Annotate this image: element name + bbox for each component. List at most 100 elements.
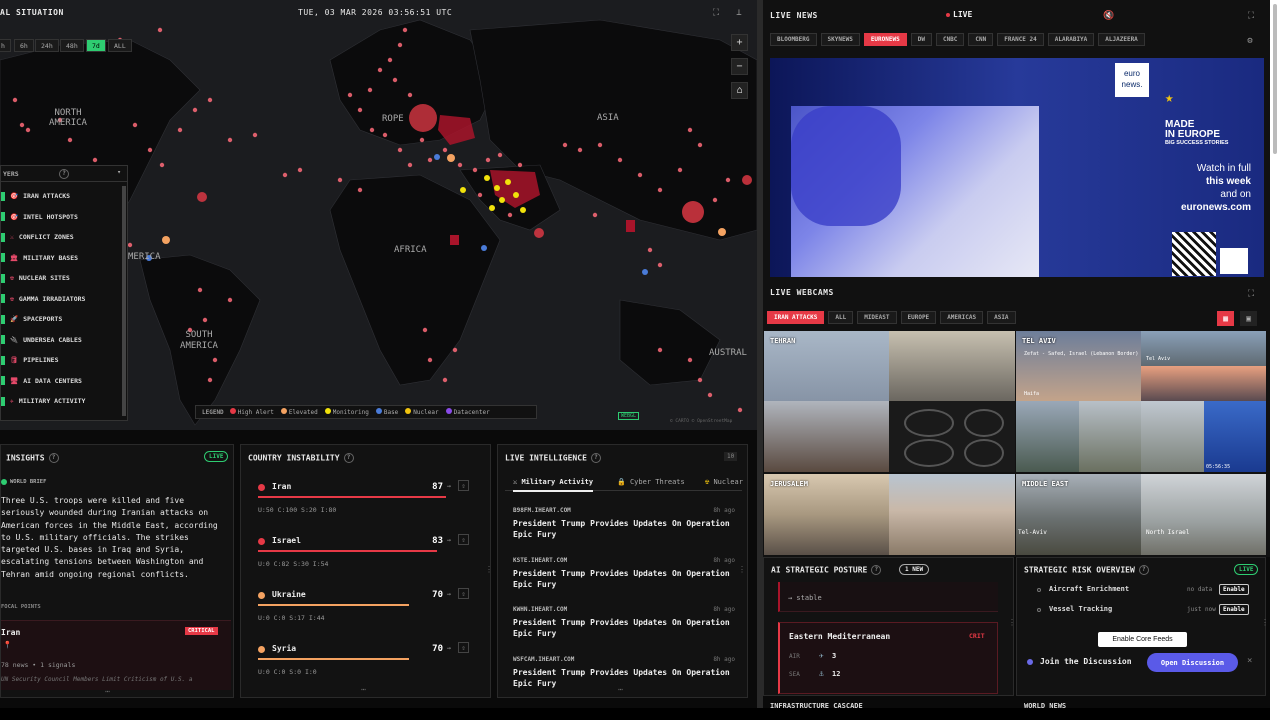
incident-marker[interactable] (357, 107, 363, 113)
help-icon[interactable]: ? (48, 453, 59, 463)
webcam-tab[interactable]: MIDEAST (857, 311, 897, 324)
incident-marker[interactable] (19, 122, 25, 128)
channel-tab[interactable]: ALARABIYA (1047, 33, 1095, 46)
checkbox-icon[interactable] (1, 212, 5, 222)
incident-marker[interactable] (92, 157, 98, 163)
fullscreen-icon[interactable]: ⛶ (712, 8, 720, 18)
webcam-tab[interactable]: EUROPE (900, 311, 937, 324)
incident-marker[interactable] (562, 142, 568, 148)
intel-headline[interactable]: President Trump Provides Updates On Oper… (513, 519, 730, 539)
posture-card-eastern-med[interactable]: Eastern Mediterranean CRIT AIR ✈ 3 SEA ⚓… (778, 622, 998, 694)
incident-marker[interactable] (577, 147, 583, 153)
channel-tab[interactable]: ALJAZEERA (1098, 33, 1145, 46)
incident-marker[interactable] (132, 122, 138, 128)
incident-marker[interactable] (227, 297, 233, 303)
collapse-icon[interactable]: ▾ (117, 168, 121, 176)
page-scrollbar-thumb[interactable] (1273, 4, 1277, 154)
layer-toggle[interactable]: 🔌 UNDERSEA CABLES (1, 330, 127, 351)
incident-marker[interactable] (357, 187, 363, 193)
webcam-tehran[interactable]: TEHRAN (764, 331, 1015, 472)
incident-marker[interactable] (657, 187, 663, 193)
incident-marker[interactable] (457, 162, 463, 168)
settings-icon[interactable]: ⚙ (1247, 35, 1253, 46)
incident-marker[interactable] (377, 67, 383, 73)
webcam-jerusalem[interactable]: JERUSALEM (764, 474, 1015, 555)
incident-marker[interactable] (427, 157, 433, 163)
webcam-tab[interactable]: ALL (828, 311, 854, 324)
incident-marker[interactable] (707, 392, 713, 398)
incident-marker[interactable] (127, 242, 133, 248)
layer-toggle[interactable]: 🎯 IRAN ATTACKS (1, 186, 127, 207)
webcam-tab[interactable]: IRAN ATTACKS (767, 311, 825, 324)
channel-tab[interactable]: DW (910, 33, 932, 46)
incident-marker[interactable] (422, 327, 428, 333)
enable-core-feeds-button[interactable]: Enable Core Feeds (1098, 632, 1187, 647)
more-icon[interactable]: ⋯ (618, 685, 623, 694)
drag-handle-icon[interactable]: ⋮ (1261, 618, 1269, 627)
incident-marker[interactable] (367, 87, 373, 93)
enable-button[interactable]: Enable (1219, 584, 1249, 595)
layer-toggle[interactable]: 🖥 AI DATA CENTERS (1, 371, 127, 392)
incident-marker[interactable] (697, 142, 703, 148)
webcam-tel-aviv[interactable]: TEL AVIV Zefat - Safed, Israel (Lebanon … (1016, 331, 1266, 472)
posture-card-prev[interactable]: → stable (778, 582, 998, 612)
help-icon[interactable]: ? (59, 169, 69, 179)
incident-marker[interactable] (657, 262, 663, 268)
single-view-icon[interactable]: ▣ (1240, 311, 1257, 326)
layer-toggle[interactable]: 🏛 MILITARY BASES (1, 248, 127, 269)
world-map[interactable]: AL SITUATION TUE, 03 MAR 2026 03:56:51 U… (0, 0, 757, 430)
incident-marker[interactable] (452, 347, 458, 353)
tab-nuclear[interactable]: ☢ Nuclear (705, 478, 743, 486)
time-filter-6h[interactable]: 6h (14, 39, 34, 52)
focal-point-card[interactable]: Iran CRITICAL 📍 78 news • 1 signals UN S… (1, 620, 231, 690)
incident-marker[interactable] (197, 287, 203, 293)
incident-marker[interactable] (25, 127, 31, 133)
incident-marker[interactable] (407, 162, 413, 168)
intel-item[interactable]: B98FM.IHEART.COM 8h ago President Trump Pr… (513, 507, 735, 540)
column-divider[interactable] (757, 0, 763, 720)
zoom-in-button[interactable]: + (731, 34, 748, 51)
share-icon[interactable]: ⇧ (458, 642, 469, 653)
country-row[interactable]: Israel 83 → ⇧ U:0 C:82 S:30 I:54 (258, 534, 473, 570)
checkbox-icon[interactable] (1, 253, 5, 263)
incident-marker[interactable] (402, 27, 408, 33)
incident-marker[interactable] (517, 162, 523, 168)
incident-marker[interactable] (592, 212, 598, 218)
incident-marker[interactable] (712, 197, 718, 203)
time-filter-24h[interactable]: 24h (35, 39, 59, 52)
channel-tab[interactable]: FRANCE 24 (997, 33, 1044, 46)
country-row[interactable]: Iran 87 → ⇧ U:50 C:100 S:20 I:80 (258, 480, 473, 516)
layer-toggle[interactable]: 🛢 PIPELINES (1, 350, 127, 371)
time-filter-48h[interactable]: 48h (60, 39, 84, 52)
intel-item[interactable]: KSTE.IHEART.COM 8h ago President Trump Pro… (513, 557, 735, 590)
share-icon[interactable]: ⇧ (458, 534, 469, 545)
layer-toggle[interactable]: 🎯 INTEL HOTSPOTS (1, 207, 127, 228)
more-icon[interactable]: ⋯ (361, 685, 366, 694)
incident-marker[interactable] (647, 247, 653, 253)
checkbox-icon[interactable] (1, 396, 5, 406)
incident-marker[interactable] (67, 137, 73, 143)
news-video[interactable]: euro news. ★ MADE IN EUROPE BIG SUCCESS ST… (770, 58, 1264, 277)
help-icon[interactable]: ? (590, 453, 601, 463)
time-filter-all[interactable]: ALL (108, 39, 132, 52)
intel-item[interactable]: WSFCAM.IHEART.COM 8h ago President Trump P… (513, 656, 735, 689)
incident-marker[interactable] (207, 97, 213, 103)
incident-marker[interactable] (147, 147, 153, 153)
incident-marker[interactable] (687, 127, 693, 133)
incident-marker[interactable] (397, 42, 403, 48)
drag-handle-icon[interactable]: ⋮ (485, 565, 493, 574)
intel-headline[interactable]: President Trump Provides Updates On Oper… (513, 618, 730, 638)
incident-marker[interactable] (397, 147, 403, 153)
incident-marker[interactable] (419, 137, 425, 143)
incident-marker[interactable] (725, 177, 731, 183)
grid-view-icon[interactable]: ▦ (1217, 311, 1234, 326)
incident-marker[interactable] (157, 27, 163, 33)
pin-icon[interactable]: ⊥ (736, 8, 742, 18)
layer-toggle[interactable]: ✈ MILITARY ACTIVITY (1, 391, 127, 412)
incident-marker[interactable] (282, 172, 288, 178)
tab-cyber-threats[interactable]: 🔒 Cyber Threats (617, 478, 685, 486)
checkbox-icon[interactable] (1, 273, 5, 283)
intel-headline[interactable]: President Trump Provides Updates On Oper… (513, 668, 730, 688)
incident-marker[interactable] (597, 142, 603, 148)
incident-marker[interactable] (427, 357, 433, 363)
